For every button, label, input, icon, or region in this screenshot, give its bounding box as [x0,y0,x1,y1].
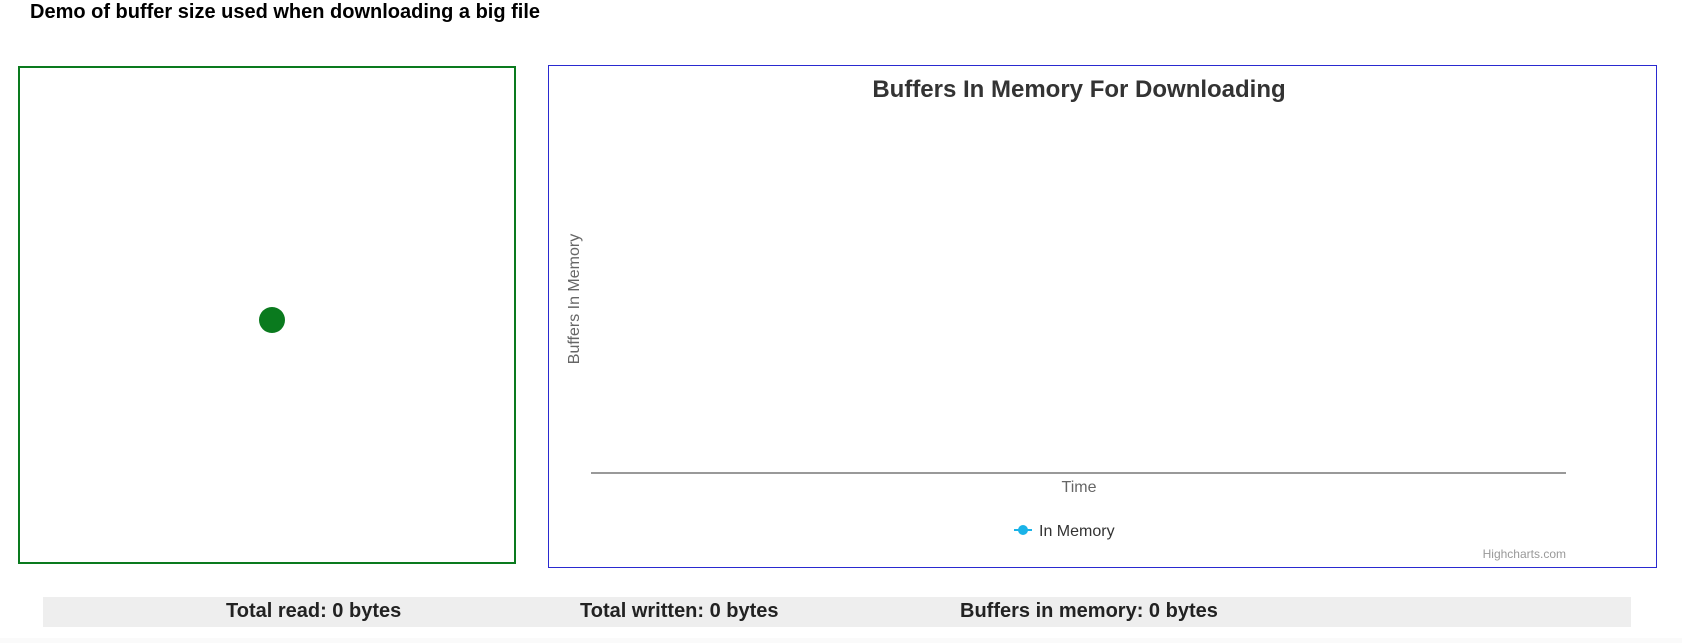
total-read-status: Total read: 0 bytes [226,600,402,622]
chart-title: Buffers In Memory For Downloading [872,76,1285,103]
page-title: Demo of buffer size used when downloadin… [30,1,541,23]
activity-indicator-dot [259,307,285,333]
legend-marker-icon [1018,525,1028,535]
legend-label: In Memory [1039,523,1115,540]
buffers-chart: Buffers In Memory For Downloading Buffer… [548,65,1657,568]
chart-svg: Buffers In Memory For Downloading Buffer… [566,76,1566,561]
total-written-status: Total written: 0 bytes [580,600,779,622]
credits-link[interactable]: Highcharts.com [1483,547,1566,561]
page-bottom-edge [0,638,1682,643]
y-axis-title: Buffers In Memory [566,234,583,364]
buffers-in-memory-status: Buffers in memory: 0 bytes [960,600,1218,622]
legend-item-in-memory[interactable]: In Memory [1014,523,1115,540]
x-axis-title: Time [1062,479,1097,496]
progress-canvas [18,66,516,564]
status-bar: Total read: 0 bytes Total written: 0 byt… [43,597,1631,627]
